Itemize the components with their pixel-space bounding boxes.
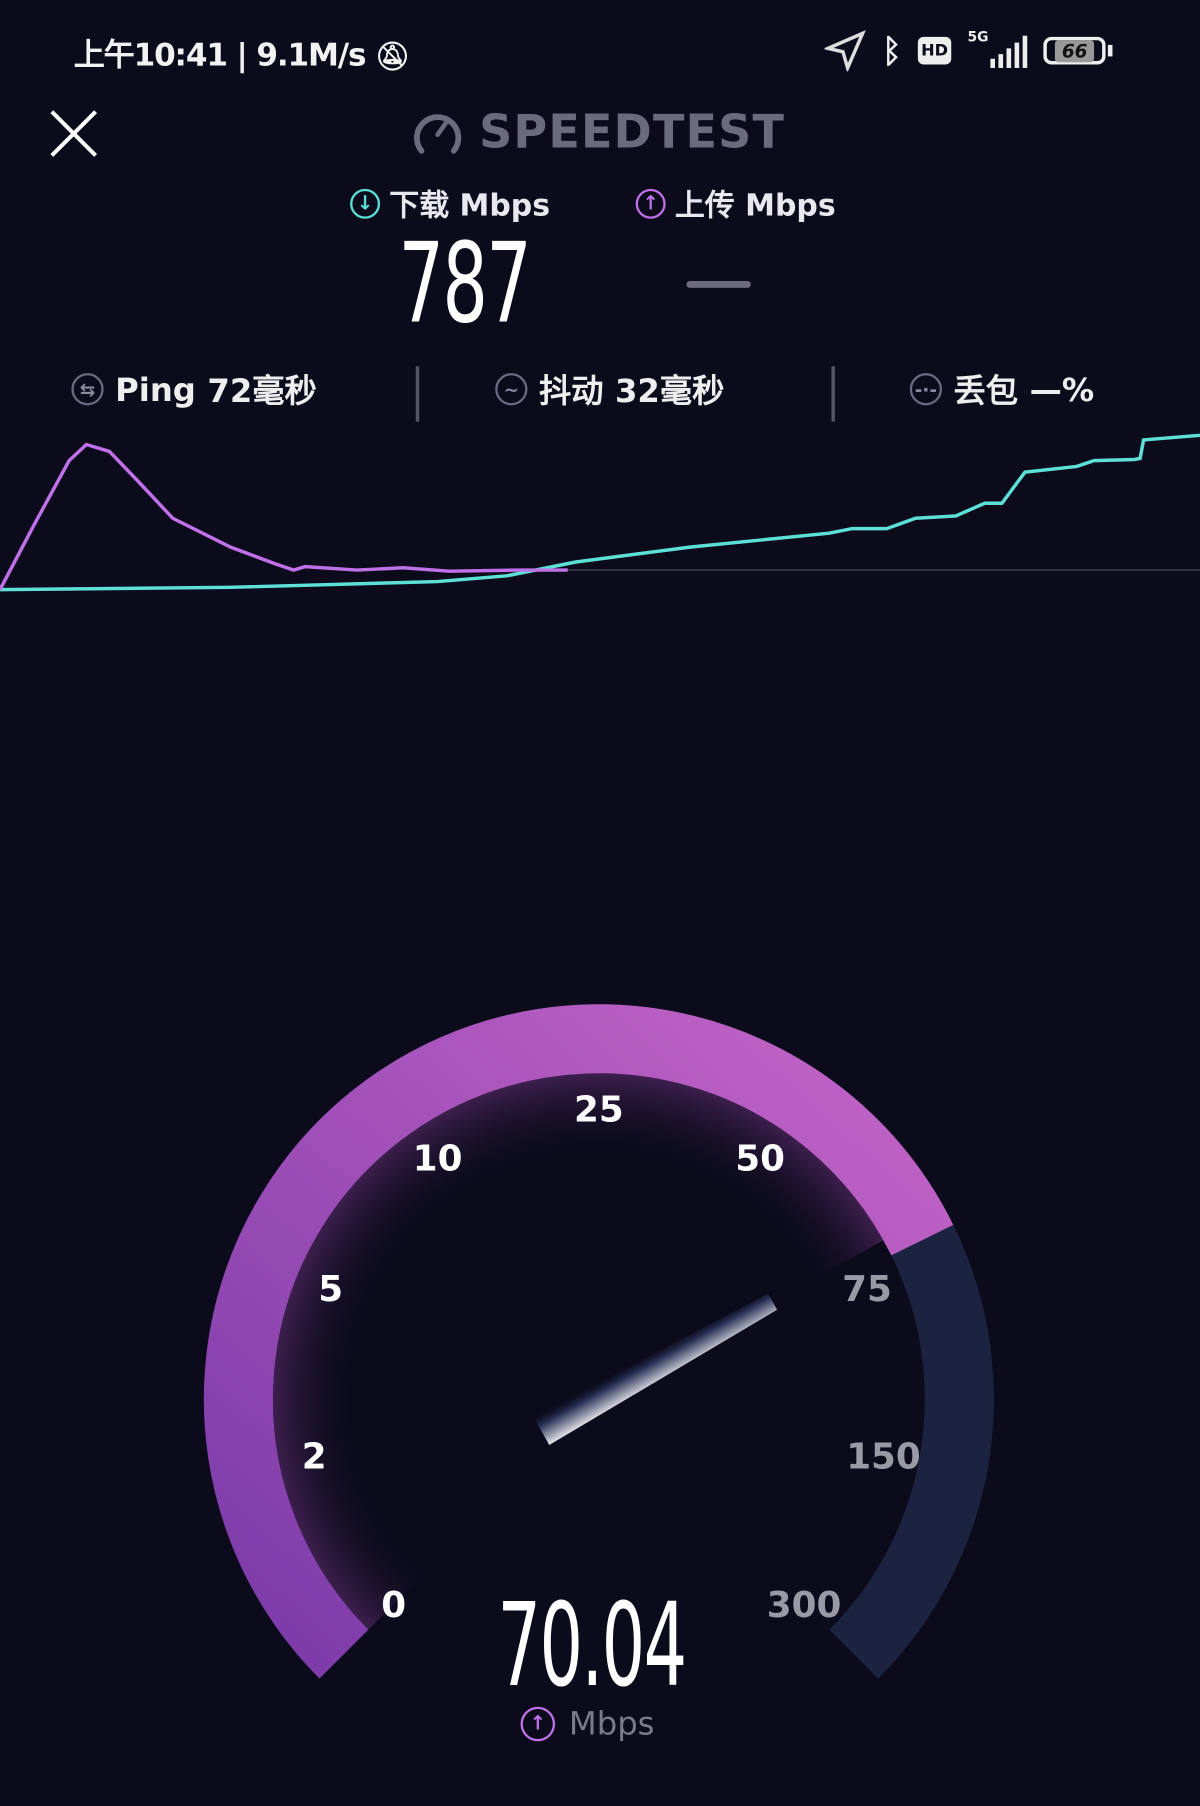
status-bar-left: 上午10:41 | 9.1M/s 🔕︎ bbox=[73, 30, 410, 75]
download-arrow-icon: ↓ bbox=[350, 188, 381, 219]
ping-icon: ⇆ bbox=[71, 373, 104, 406]
gauge-logo-icon bbox=[414, 114, 462, 154]
download-label: ↓ 下载 Mbps bbox=[350, 182, 550, 225]
app-title: SPEEDTEST bbox=[479, 105, 786, 159]
upload-value-placeholder bbox=[686, 280, 751, 288]
network-type: 5G bbox=[967, 28, 989, 45]
gauge-tick-label: 150 bbox=[846, 1437, 921, 1478]
net-speed: 9.1M/s bbox=[256, 38, 366, 74]
status-bar-right: ᛒ HD 5G 66 bbox=[824, 29, 1113, 72]
ping-value: 72毫秒 bbox=[207, 371, 317, 410]
gauge-tick-label: 10 bbox=[413, 1139, 463, 1180]
upload-label: ↑ 上传 Mbps bbox=[635, 182, 836, 225]
gauge-reading: 70.04 bbox=[497, 1577, 688, 1713]
ping-metric: ⇆ Ping 72毫秒 bbox=[71, 366, 317, 412]
gauge-unit-text: Mbps bbox=[568, 1704, 655, 1743]
gauge-tick-label: 2 bbox=[302, 1437, 327, 1478]
gauge-needle bbox=[533, 1293, 778, 1445]
divider bbox=[831, 366, 835, 422]
gauge-unit: ↑ Mbps bbox=[520, 1704, 655, 1743]
packet-loss-metric: -·- 丢包 —% bbox=[909, 366, 1095, 412]
speed-graph bbox=[0, 433, 1200, 592]
jitter-label: 抖动 bbox=[538, 371, 604, 410]
jitter-metric: ~ 抖动 32毫秒 bbox=[495, 366, 724, 412]
mute-bell-icon: 🔕︎ bbox=[375, 40, 410, 73]
upload-speed-line bbox=[0, 442, 568, 591]
gauge-tick-label: 0 bbox=[381, 1585, 406, 1626]
close-icon[interactable] bbox=[48, 108, 99, 159]
upload-arrow-icon: ↑ bbox=[520, 1706, 556, 1741]
download-value: 787 bbox=[398, 218, 531, 348]
signal-icon: 5G bbox=[968, 29, 1028, 68]
jitter-value: 32毫秒 bbox=[614, 371, 725, 410]
bluetooth-icon: ᛒ bbox=[882, 31, 902, 70]
speedtest-logo: SPEEDTEST bbox=[412, 106, 785, 159]
clock: 上午10:41 bbox=[73, 38, 228, 74]
packet-loss-value: —% bbox=[1029, 370, 1095, 409]
upload-arrow-icon: ↑ bbox=[635, 188, 666, 219]
download-speed-line bbox=[0, 433, 1200, 592]
gauge-tick-label: 5 bbox=[318, 1269, 343, 1310]
packet-loss-label: 丢包 bbox=[953, 371, 1019, 410]
location-icon bbox=[824, 30, 866, 72]
gauge-fill bbox=[203, 1004, 954, 1679]
jitter-icon: ~ bbox=[495, 373, 528, 406]
hd-icon: HD bbox=[917, 36, 952, 65]
gauge-tick-label: 75 bbox=[842, 1269, 892, 1310]
ping-label: Ping bbox=[115, 370, 196, 409]
divider bbox=[415, 366, 420, 422]
download-label-text: 下载 Mbps bbox=[389, 188, 551, 224]
battery-level: 66 bbox=[1054, 39, 1095, 62]
battery-icon: 66 bbox=[1043, 36, 1113, 65]
gauge-tick-label: 25 bbox=[574, 1090, 624, 1131]
gauge-glow bbox=[272, 1073, 884, 1630]
gauge-tick-label: 300 bbox=[767, 1585, 842, 1626]
divider: | bbox=[226, 38, 257, 74]
upload-label-text: 上传 Mbps bbox=[674, 188, 836, 224]
gauge-tick-label: 50 bbox=[735, 1139, 785, 1180]
packet-loss-icon: -·- bbox=[909, 373, 943, 406]
